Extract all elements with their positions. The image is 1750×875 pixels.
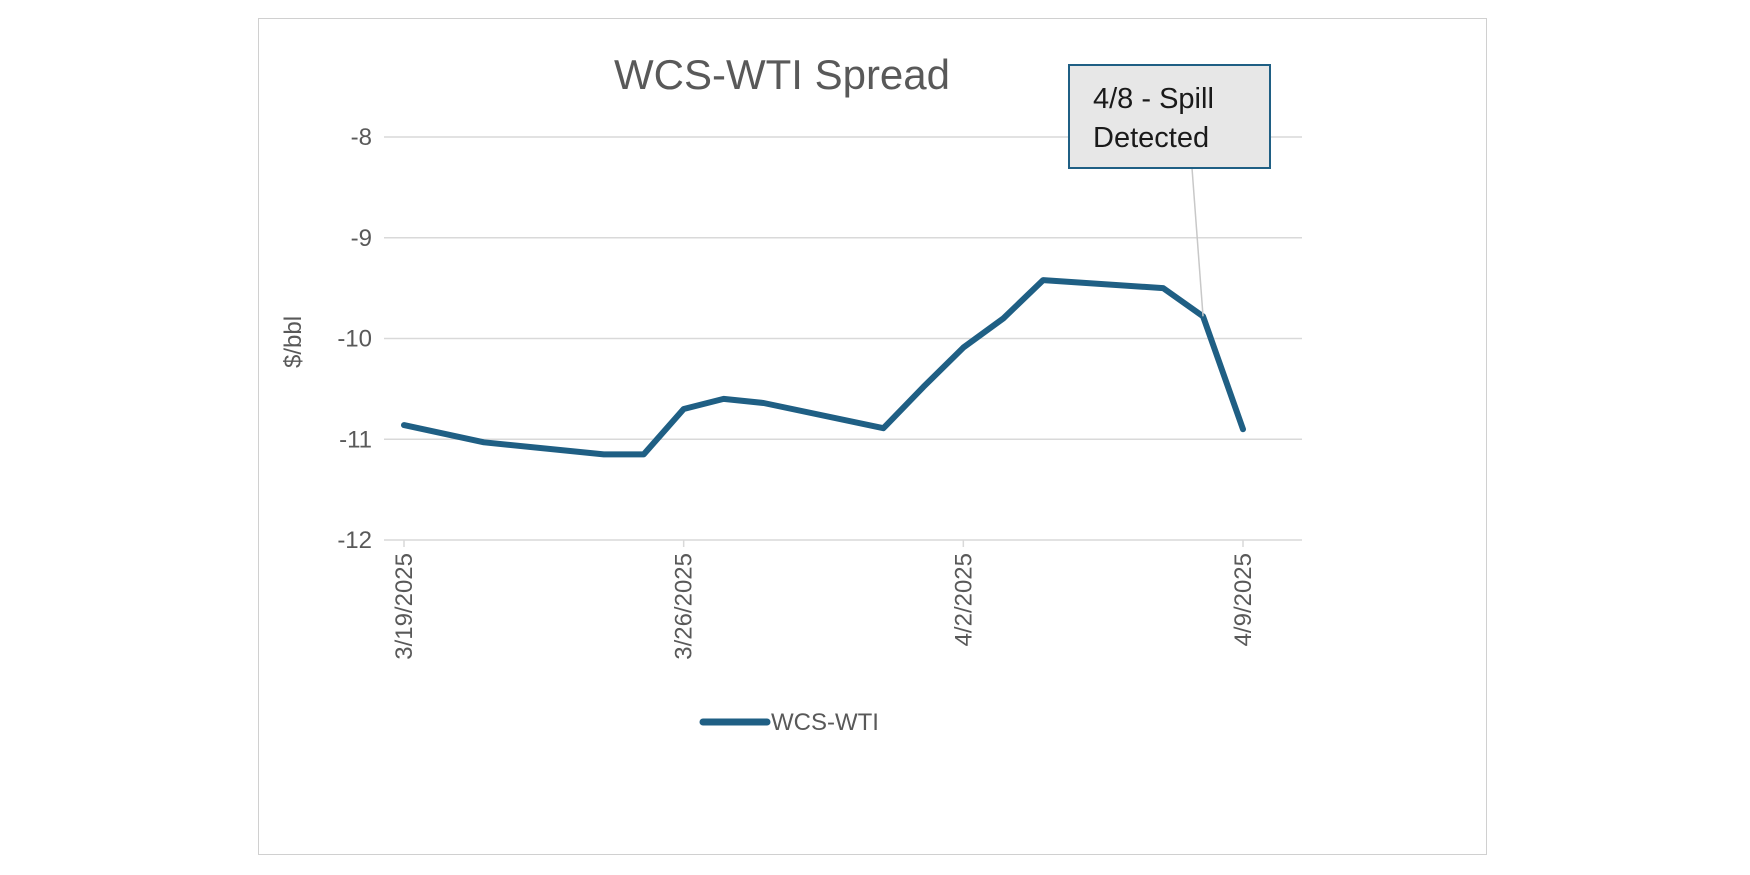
y-axis-ticks: -8 -9 -10 -11 -12 xyxy=(337,124,372,554)
data-point-7 xyxy=(880,425,886,431)
y-tick-label-0: -8 xyxy=(351,124,372,151)
gridlines xyxy=(384,136,1302,541)
chart-frame: WCS-WTI Spread -8 -9 -10 -11 -12 3/19/2025 3/… xyxy=(258,18,1487,855)
data-point-6 xyxy=(761,400,767,406)
data-point-1 xyxy=(481,439,487,445)
y-axis-title: $/bbl xyxy=(280,316,307,368)
line-chart: WCS-WTI Spread -8-9-10-11-12 3/19/2025 3/… xyxy=(280,51,1302,736)
data-point-14 xyxy=(1240,426,1246,432)
series-line-0 xyxy=(401,277,1246,458)
callout-text-line-2: Detected xyxy=(1093,122,1209,154)
legend-label: WCS-WTI xyxy=(771,709,879,736)
data-point-5 xyxy=(721,396,727,402)
y-tick-label-3: -11 xyxy=(339,426,372,453)
chart-title: WCS-WTI Spread xyxy=(614,51,950,98)
legend: WCS-WTI xyxy=(699,709,879,736)
x-tick-label-1: 3/26/2025 xyxy=(671,553,698,660)
data-point-11 xyxy=(1040,277,1046,283)
y-tick-label-2: -10 xyxy=(337,326,372,353)
y-tick-label-4: -12 xyxy=(337,527,372,554)
callout: 4/8 - Spill Detected xyxy=(1068,64,1271,317)
data-point-3 xyxy=(641,451,647,457)
callout-text-line-1: 4/8 - Spill xyxy=(1093,83,1214,115)
data-point-12 xyxy=(1160,285,1166,291)
data-point-4 xyxy=(681,406,687,412)
x-axis-ticks: 3/19/2025 3/26/2025 4/2/2025 4/9/2025 xyxy=(391,540,1257,660)
data-point-9 xyxy=(960,345,966,351)
data-point-0 xyxy=(401,422,407,428)
y-tick-label-1: -9 xyxy=(351,225,372,252)
data-point-10 xyxy=(1000,315,1006,321)
x-tick-label-0: 3/19/2025 xyxy=(391,553,418,660)
data-point-2 xyxy=(601,451,607,457)
callout-leader-line xyxy=(1191,167,1204,317)
x-tick-label-3: 4/9/2025 xyxy=(1230,553,1257,646)
callout-box xyxy=(1068,64,1271,169)
data-point-8 xyxy=(920,384,926,390)
x-tick-label-2: 4/2/2025 xyxy=(950,553,977,646)
series-layer xyxy=(401,277,1246,458)
